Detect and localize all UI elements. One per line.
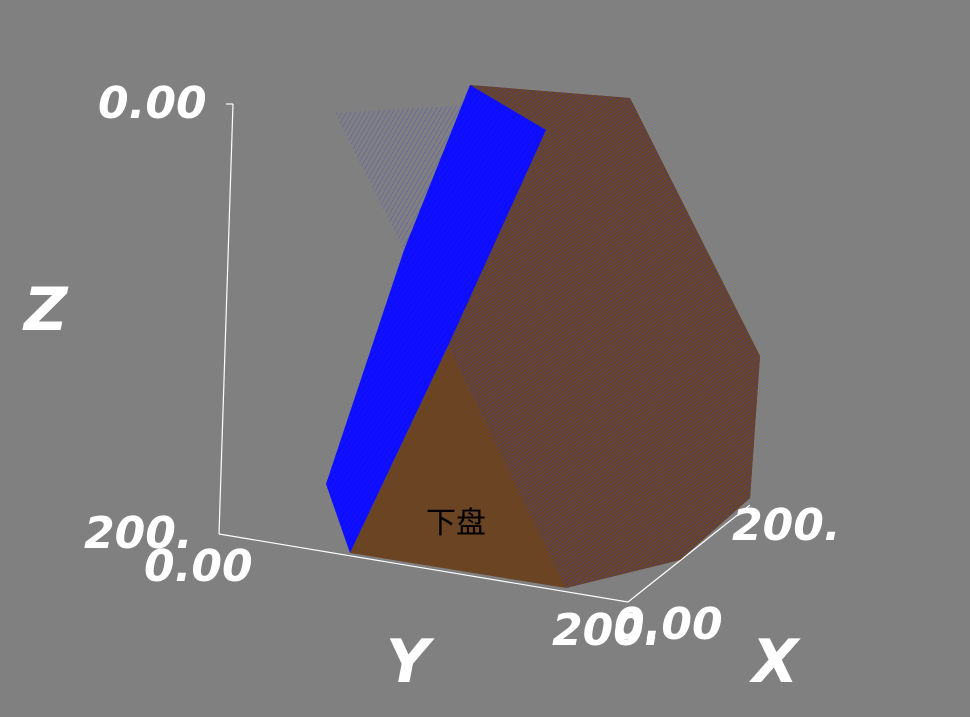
y-axis-title: Y	[386, 627, 435, 697]
x-axis-line	[627, 504, 751, 603]
axis-frame	[218, 103, 751, 603]
x-axis-title: X	[748, 627, 801, 697]
y-axis-line	[218, 533, 629, 603]
z-axis-bottom-tick-label: 200.	[84, 508, 193, 559]
y-axis-start-tick-label: 0.00	[144, 541, 253, 592]
x-axis-end-tick-label: 200.	[732, 500, 841, 551]
face-label: 下盘	[426, 506, 486, 541]
z-axis-title: Z	[22, 275, 69, 345]
z-axis-line	[218, 103, 234, 535]
mesh-sheet-purple	[448, 85, 760, 588]
z-axis-top-tick-label: 0.00	[98, 78, 207, 129]
x-axis-start-tick-label: 0.00	[614, 599, 723, 650]
solid-front-face	[350, 346, 566, 588]
y-axis-end-tick-label: 200.	[552, 605, 661, 656]
mesh-band-blue-texture	[326, 85, 546, 553]
